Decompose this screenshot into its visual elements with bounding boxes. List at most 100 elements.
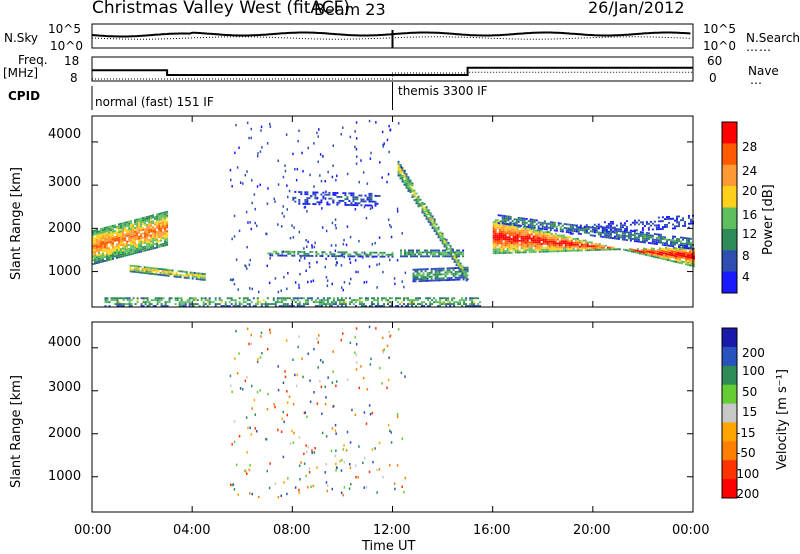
power-cell	[298, 303, 301, 305]
power-cell	[417, 205, 420, 208]
power-cell	[294, 200, 297, 203]
power-cell	[158, 234, 161, 237]
power-scatter-cell	[311, 244, 313, 247]
power-cell	[116, 256, 118, 259]
power-cell	[110, 229, 112, 232]
power-cell	[665, 258, 667, 261]
power-cell	[572, 243, 575, 246]
power-cell	[358, 194, 361, 197]
power-cell	[519, 217, 522, 220]
power-cell	[270, 303, 273, 305]
power-cell	[666, 242, 668, 245]
power-cell	[604, 244, 607, 247]
power-cell	[548, 231, 551, 233]
power-cell	[531, 224, 534, 227]
power-scatter-cell	[332, 164, 334, 167]
power-cell	[656, 256, 659, 259]
power-cell	[371, 301, 373, 304]
power-cell	[150, 299, 153, 302]
power-cell	[160, 226, 163, 228]
power-cell	[615, 235, 618, 238]
power-cell	[682, 242, 684, 245]
power-cell	[641, 229, 644, 231]
power-cell	[441, 236, 444, 239]
power-cell	[126, 246, 129, 249]
power-cell	[106, 230, 108, 233]
power-scatter-cell	[294, 281, 297, 284]
power-scatter-cell	[342, 242, 345, 246]
power-cell	[542, 235, 545, 238]
power-scatter-cell	[382, 143, 384, 147]
power-cell	[147, 268, 150, 271]
power-cell	[539, 223, 542, 226]
power-cell	[569, 232, 572, 235]
power-scatter-cell	[246, 170, 248, 173]
power-cell	[679, 252, 681, 255]
power-cell	[526, 249, 529, 252]
power-cell	[142, 250, 145, 253]
power-cell	[639, 241, 642, 243]
power-cell	[633, 229, 636, 232]
power-cell	[342, 303, 345, 305]
power-cell	[333, 255, 336, 258]
power-cell	[540, 237, 543, 240]
power-cell	[443, 241, 446, 244]
power-cbar-tick-12: 12	[742, 227, 758, 241]
power-cell	[385, 299, 387, 302]
power-cell	[260, 303, 263, 305]
power-scatter-cell	[335, 226, 337, 230]
power-cell	[203, 277, 206, 279]
power-cell	[146, 301, 149, 304]
power-cell	[563, 223, 566, 225]
power-scatter-cell	[248, 136, 250, 140]
power-cell	[446, 273, 449, 276]
power-cell	[104, 305, 107, 307]
power-cell	[264, 305, 267, 307]
power-cell	[580, 249, 583, 252]
power-cell	[152, 305, 155, 307]
power-cell	[500, 232, 503, 235]
power-cell	[134, 223, 137, 225]
power-cell	[340, 199, 343, 202]
power-cell	[130, 239, 133, 242]
power-cell	[553, 223, 556, 226]
power-cell	[362, 200, 365, 203]
power-cell	[374, 202, 377, 205]
power-cell	[126, 231, 129, 233]
power-cell	[570, 244, 573, 246]
power-cell	[367, 297, 369, 300]
power-cell	[136, 220, 139, 223]
power-cell	[621, 238, 624, 241]
power-cell	[108, 257, 110, 259]
power-scatter-cell	[325, 229, 328, 233]
power-cell	[214, 297, 217, 300]
power-cell	[417, 297, 419, 300]
power-cell	[137, 265, 140, 268]
power-cell	[433, 220, 436, 223]
power-cell	[526, 235, 529, 238]
power-cell	[369, 253, 372, 256]
power-cell	[540, 229, 543, 232]
power-cell	[527, 226, 530, 228]
power-cell	[427, 297, 430, 300]
power-cell	[332, 192, 335, 194]
power-cell	[586, 245, 589, 248]
power-cell	[693, 259, 695, 262]
power-cell	[421, 301, 423, 304]
power-cell	[458, 253, 461, 256]
power-cell	[449, 252, 452, 255]
power-cell	[445, 305, 448, 307]
power-cell	[528, 229, 531, 232]
power-cell	[164, 242, 167, 245]
power-scatter-cell	[354, 130, 356, 133]
power-cell	[664, 226, 666, 228]
power-cell	[94, 245, 96, 247]
power-cell	[92, 245, 94, 248]
power-cell	[274, 301, 277, 304]
power-scatter-cell	[248, 263, 251, 266]
power-cell	[500, 238, 503, 241]
power-ytick-4000: 4000	[48, 127, 82, 142]
power-cell	[166, 244, 169, 246]
power-cell	[399, 175, 402, 178]
power-cell	[177, 274, 180, 276]
